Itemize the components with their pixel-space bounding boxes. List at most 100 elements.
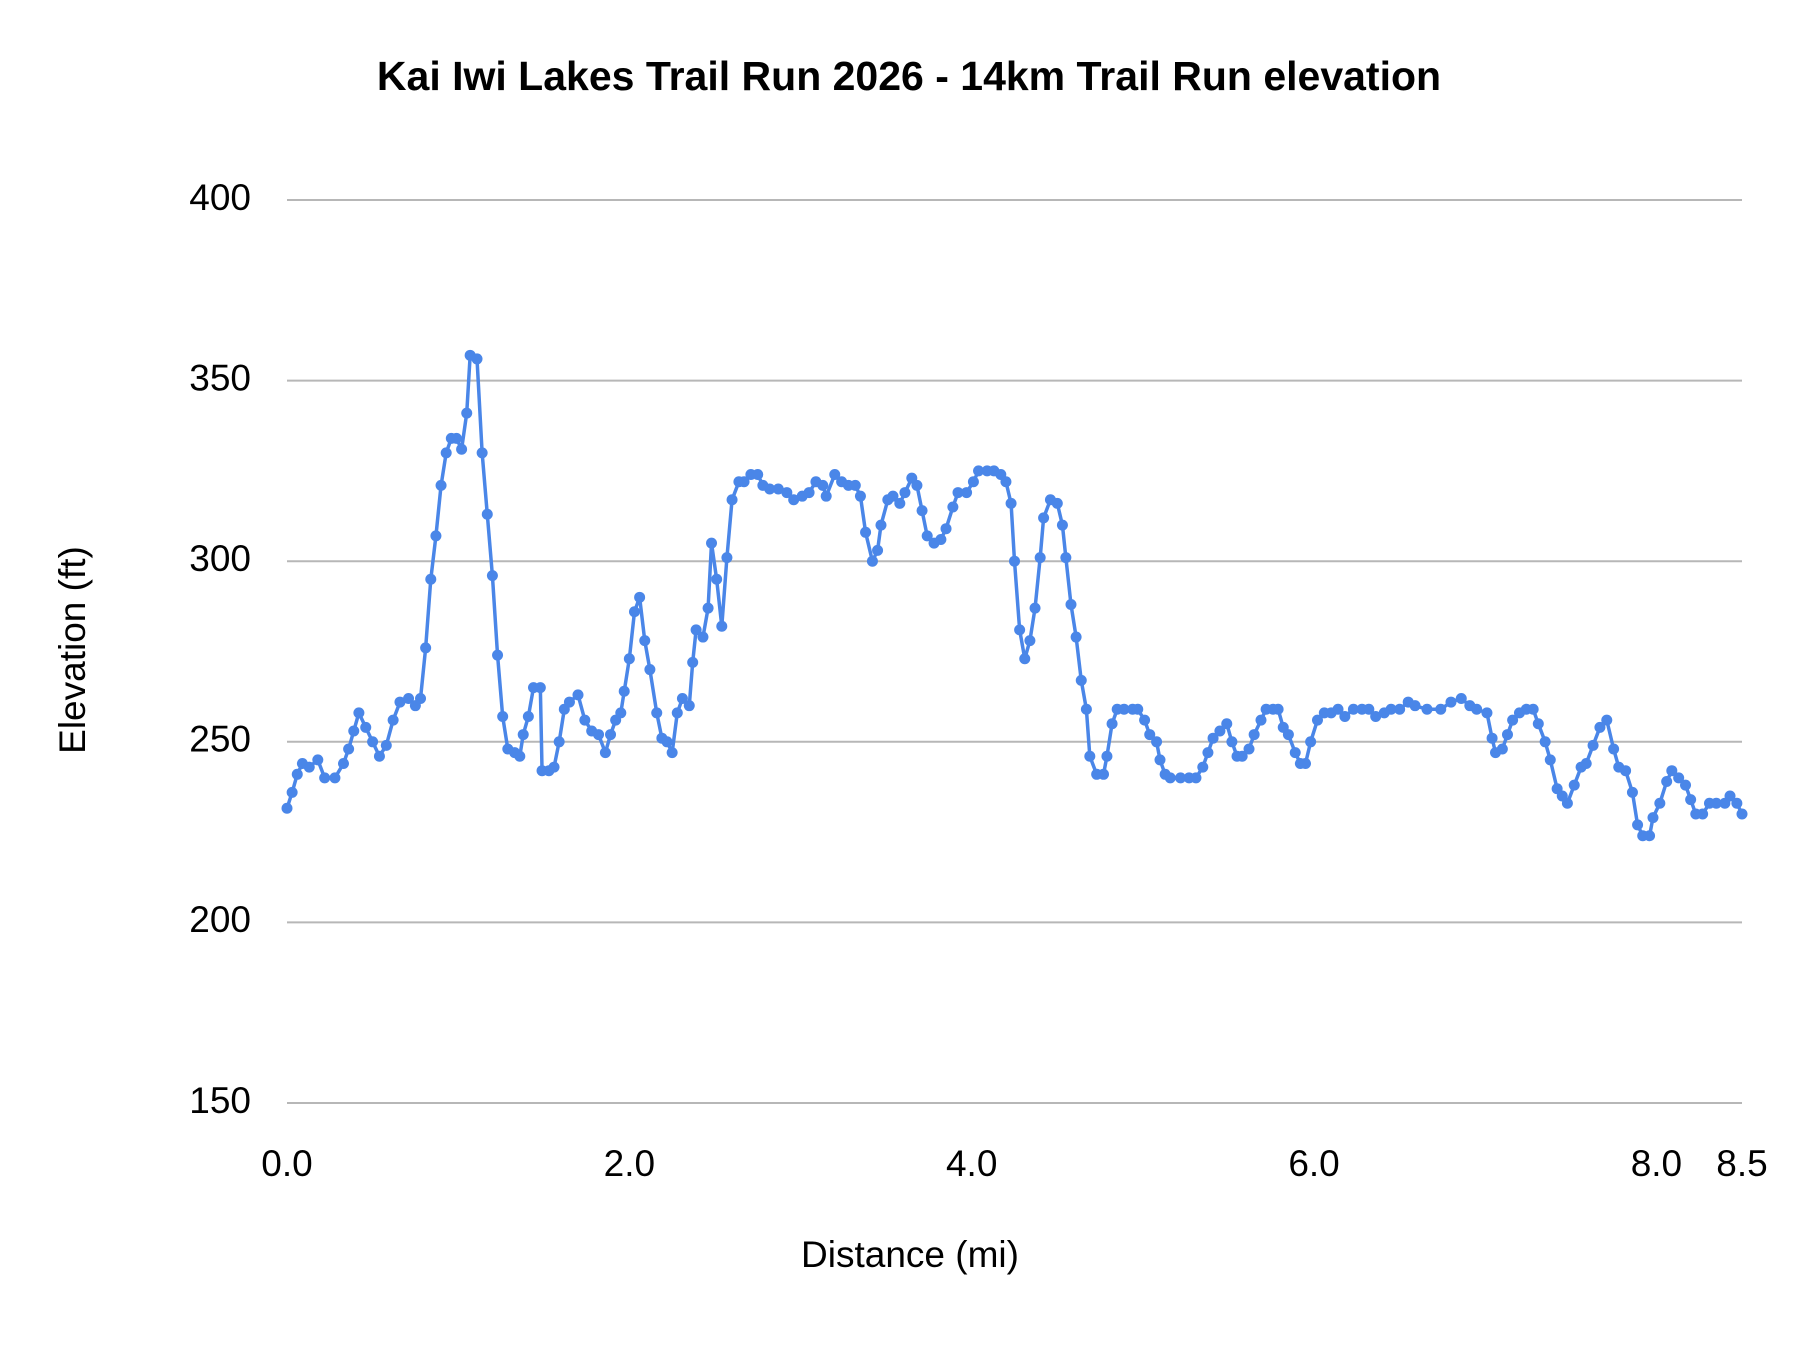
data-point xyxy=(1106,718,1118,730)
data-point xyxy=(623,653,635,665)
x-tick-label: 4.0 xyxy=(946,1143,997,1184)
data-point xyxy=(1300,757,1311,769)
data-point xyxy=(1056,519,1068,531)
data-point xyxy=(1661,776,1673,788)
data-point xyxy=(1154,754,1166,766)
data-point xyxy=(563,696,575,708)
data-point xyxy=(947,501,959,513)
y-tick-label: 150 xyxy=(189,1080,251,1121)
y-tick-label: 400 xyxy=(189,177,251,218)
data-point xyxy=(1009,555,1020,567)
x-tick-label: 8.0 xyxy=(1631,1143,1682,1184)
data-point xyxy=(711,573,723,585)
data-point xyxy=(1680,779,1692,791)
data-point xyxy=(1370,711,1382,723)
data-point xyxy=(1202,747,1214,759)
data-point xyxy=(666,747,678,759)
data-point xyxy=(403,692,415,704)
data-point xyxy=(1029,602,1041,614)
data-point xyxy=(1363,703,1375,715)
data-point xyxy=(961,487,973,499)
data-point xyxy=(973,465,985,477)
data-point xyxy=(534,682,546,694)
data-point xyxy=(319,772,331,784)
data-point xyxy=(1580,757,1592,769)
data-point xyxy=(1139,714,1151,726)
data-point xyxy=(899,487,911,499)
data-point xyxy=(343,743,355,755)
data-point xyxy=(1409,700,1421,712)
data-point xyxy=(1098,768,1110,780)
x-axis-title: Distance (mi) xyxy=(801,1234,1019,1275)
data-point xyxy=(1332,703,1344,715)
data-point xyxy=(1421,703,1433,715)
data-point xyxy=(1608,743,1620,755)
data-point xyxy=(373,750,385,762)
elevation-line xyxy=(285,353,1744,838)
data-point xyxy=(1190,772,1202,784)
data-point xyxy=(772,483,784,495)
data-point xyxy=(1685,794,1697,806)
data-point xyxy=(854,490,866,502)
data-point xyxy=(1644,830,1656,842)
data-point xyxy=(367,736,379,748)
data-point xyxy=(1724,790,1736,802)
data-point xyxy=(348,725,360,737)
data-point xyxy=(875,519,887,531)
data-point xyxy=(634,591,646,603)
data-point xyxy=(1005,497,1017,509)
data-point xyxy=(1544,754,1556,766)
data-point xyxy=(522,711,534,723)
data-point xyxy=(1118,703,1130,715)
data-point xyxy=(716,620,728,632)
data-point xyxy=(1601,714,1613,726)
data-point xyxy=(514,750,526,762)
data-point xyxy=(1561,797,1573,809)
data-point xyxy=(1214,725,1226,737)
y-tick-label: 250 xyxy=(189,719,251,760)
data-point xyxy=(1197,761,1209,773)
data-point xyxy=(415,692,427,704)
data-point xyxy=(661,736,673,748)
y-tick-label: 300 xyxy=(189,538,251,579)
data-point xyxy=(1654,797,1666,809)
data-point xyxy=(820,490,832,502)
data-point xyxy=(687,656,699,668)
chart-title: Kai Iwi Lakes Trail Run 2026 - 14km Trai… xyxy=(377,53,1441,99)
data-point xyxy=(1236,750,1248,762)
data-point xyxy=(1481,707,1493,719)
data-point xyxy=(380,739,392,751)
data-point xyxy=(599,747,611,759)
data-point xyxy=(651,707,663,719)
y-tick-label: 350 xyxy=(189,357,251,398)
data-point xyxy=(1226,736,1238,748)
y-tick-label: 200 xyxy=(189,899,251,940)
data-point xyxy=(1084,750,1096,762)
data-point xyxy=(866,555,878,567)
data-point xyxy=(1710,797,1722,809)
data-point xyxy=(435,479,447,491)
data-point xyxy=(1207,732,1219,744)
data-point xyxy=(721,552,733,564)
data-point xyxy=(618,685,630,697)
data-point xyxy=(803,487,815,499)
data-point xyxy=(952,487,964,499)
data-point xyxy=(1080,703,1092,715)
data-point xyxy=(615,707,627,719)
data-point xyxy=(1305,736,1317,748)
data-point xyxy=(517,729,529,741)
data-point xyxy=(752,469,764,481)
data-point xyxy=(353,707,365,719)
data-point xyxy=(690,624,702,636)
data-point xyxy=(1164,772,1176,784)
data-point xyxy=(1347,703,1359,715)
data-point xyxy=(1282,729,1294,741)
data-point xyxy=(497,711,509,723)
data-point xyxy=(1000,476,1012,488)
data-point xyxy=(286,786,298,798)
data-point xyxy=(1532,718,1544,730)
data-point xyxy=(303,761,315,773)
data-point xyxy=(1034,552,1046,564)
